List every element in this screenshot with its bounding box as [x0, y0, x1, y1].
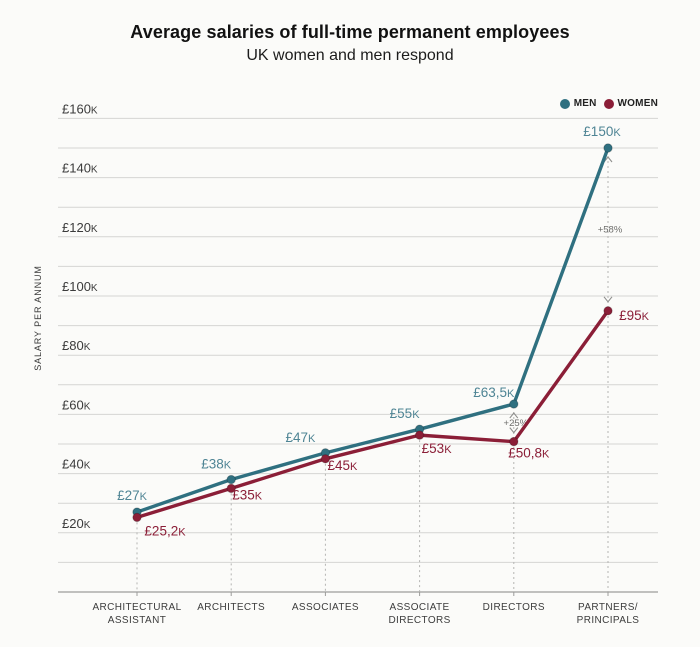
gap-annotation-label: +25%: [504, 418, 529, 429]
legend-item-women: WOMEN: [603, 98, 658, 109]
data-point-women: [226, 483, 236, 494]
data-point-women: [414, 430, 425, 440]
point-label-men: £63,5K: [473, 385, 515, 400]
point-label-women: £25,2K: [144, 523, 186, 538]
data-point-women: [320, 454, 331, 464]
gap-chevron-down-icon: [603, 296, 613, 303]
y-axis-tick-label: £80K: [62, 338, 91, 353]
gap-chevron-down-icon: [509, 427, 519, 434]
legend: MEN WOMEN: [559, 98, 658, 109]
y-axis-tick-label: £20K: [62, 516, 91, 531]
legend-item-men: MEN: [559, 98, 597, 109]
point-label-women: £95K: [619, 308, 650, 323]
chart-title: Average salaries of full-time permanent …: [130, 22, 570, 42]
category-label: ASSOCIATES: [292, 602, 359, 613]
point-label-men: £55K: [390, 406, 421, 421]
data-point-women: [509, 436, 519, 447]
y-axis-tick-label: £120K: [62, 220, 98, 235]
y-axis-tick-label: £140K: [62, 161, 98, 176]
chart-subtitle: UK women and men respond: [246, 47, 454, 64]
gap-chevron-up-icon: [509, 412, 519, 419]
point-label-men: £38K: [201, 457, 232, 472]
data-point-men: [509, 399, 519, 409]
category-label: ARCHITECTS: [197, 602, 265, 613]
y-axis-tick-label: £40K: [62, 457, 91, 472]
category-label: ARCHITECTURAL ASSISTANT: [92, 602, 181, 626]
point-label-women: £45K: [327, 458, 358, 473]
y-axis-tick-label: £100K: [62, 279, 98, 294]
point-label-women: £35K: [232, 487, 263, 502]
category-label: DIRECTORS: [483, 602, 545, 613]
data-point-women: [603, 306, 613, 316]
data-point-women: [132, 512, 142, 523]
data-point-men: [603, 143, 613, 153]
series-line-women: [135, 309, 610, 520]
series-line-men: [135, 146, 610, 514]
gap-chevron-up-icon: [603, 156, 613, 163]
legend-label-men: MEN: [573, 98, 597, 109]
gap-annotation-label: +58%: [598, 224, 623, 235]
y-axis-tick-label: £60K: [62, 397, 91, 412]
point-label-women: £50,8K: [508, 446, 550, 461]
legend-label-women: WOMEN: [617, 98, 658, 109]
women-series-dot-icon: [603, 98, 614, 109]
data-point-men: [226, 474, 236, 485]
point-label-men: £27K: [117, 488, 148, 503]
point-label-women: £53K: [422, 441, 453, 456]
category-label: PARTNERS/PRINCIPALS: [577, 602, 640, 626]
point-label-men: £47K: [285, 430, 316, 445]
category-label: ASSOCIATE DIRECTORS: [388, 602, 450, 626]
y-axis-tick-label: £160K: [62, 101, 98, 116]
point-label-men: £150K: [583, 124, 621, 139]
men-series-dot-icon: [559, 98, 570, 109]
